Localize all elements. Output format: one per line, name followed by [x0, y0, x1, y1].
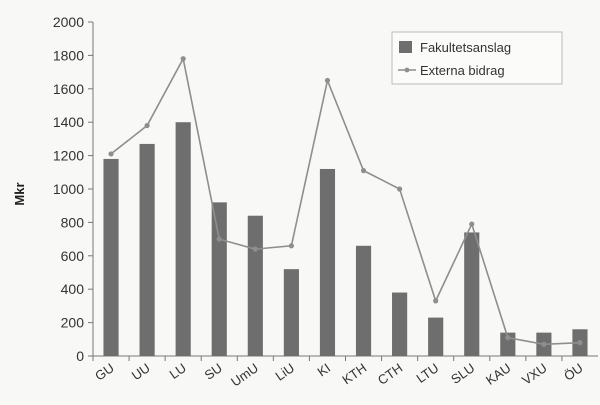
- x-tick-label: KAU: [483, 360, 514, 388]
- y-tick-label: 1600: [53, 81, 84, 97]
- bar: [211, 202, 227, 356]
- x-tick-label: SLU: [448, 360, 477, 387]
- x-tick-label: VXU: [519, 360, 550, 388]
- y-tick-label: 1800: [53, 47, 84, 63]
- y-tick-label: 1000: [53, 181, 84, 197]
- bar: [175, 122, 191, 356]
- y-axis-label: Mkr: [12, 182, 27, 205]
- line-point: [360, 168, 367, 174]
- x-tick-label: KTH: [339, 360, 369, 387]
- x-tick-label: LU: [167, 360, 189, 382]
- bar: [103, 158, 119, 356]
- y-axis: 0 200 400 600 800 1000 1200 1400 1600 1800 2000: [53, 14, 94, 364]
- x-tick-label: UU: [129, 360, 153, 383]
- y-tick-label: 200: [61, 315, 85, 331]
- line-point: [216, 236, 222, 242]
- x-tick-label: KI: [315, 360, 334, 379]
- y-tick-label: 1200: [53, 148, 84, 164]
- line-point: [469, 221, 475, 227]
- y-tick-label: 1400: [53, 114, 84, 130]
- legend-label-line: Externa bidrag: [420, 63, 505, 78]
- line-point: [397, 186, 403, 192]
- x-tick-label: CTH: [375, 360, 405, 388]
- bar: [355, 245, 372, 356]
- x-tick-label: UmU: [228, 360, 261, 389]
- bar: [428, 317, 444, 356]
- line-point: [577, 340, 583, 346]
- legend: Fakultetsanslag Externa bidrag: [391, 31, 563, 85]
- legend-swatch-marker: [404, 67, 410, 73]
- line-point: [324, 77, 331, 84]
- line-path: [110, 56, 581, 346]
- line-point: [288, 243, 294, 249]
- legend-swatch-bar: [399, 41, 412, 53]
- legend-label-bar: Fakultetsanslag: [420, 40, 511, 55]
- x-tick-label: SU: [202, 360, 225, 383]
- x-tick-label: LiU: [273, 360, 298, 383]
- bar: [392, 292, 408, 356]
- x-tick-label: GU: [92, 360, 117, 383]
- y-tick-label: 0: [76, 348, 84, 364]
- x-tick-label: ÖU: [561, 360, 586, 383]
- bar: [139, 143, 155, 356]
- bar: [283, 269, 299, 356]
- legend-box: [391, 31, 563, 85]
- y-tick-label: 2000: [53, 14, 84, 30]
- x-tick-label: LTU: [413, 360, 441, 386]
- line-point: [433, 298, 439, 304]
- line-point: [541, 341, 547, 347]
- line-point: [144, 122, 150, 129]
- bar: [247, 215, 263, 356]
- line-point: [180, 56, 186, 62]
- line-point: [252, 246, 258, 252]
- x-axis: GU UU LU SU UmU LiU KI KTH CTH LTU SLU KAU VXU ÖU: [92, 355, 598, 389]
- bar: [319, 168, 336, 356]
- bar: [464, 232, 480, 356]
- bar-series: [103, 122, 588, 356]
- y-tick-label: 800: [61, 214, 85, 230]
- line-point: [108, 151, 114, 157]
- line-point: [505, 335, 511, 341]
- line-series: [108, 56, 583, 347]
- y-tick-label: 400: [61, 281, 85, 297]
- y-tick-label: 600: [61, 248, 85, 264]
